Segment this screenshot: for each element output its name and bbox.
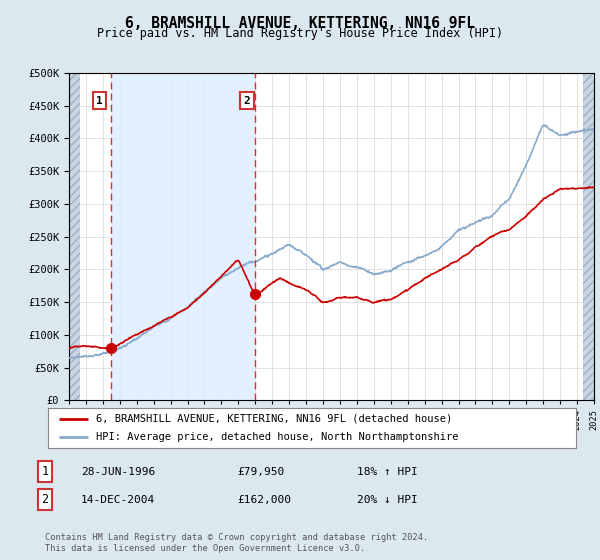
Text: 2: 2 [41,493,49,506]
Bar [583,73,600,400]
Text: 6, BRAMSHILL AVENUE, KETTERING, NN16 9FL (detached house): 6, BRAMSHILL AVENUE, KETTERING, NN16 9FL… [95,414,452,423]
Bar [112,73,255,400]
Text: 6, BRAMSHILL AVENUE, KETTERING, NN16 9FL: 6, BRAMSHILL AVENUE, KETTERING, NN16 9FL [125,16,475,31]
Text: 18% ↑ HPI: 18% ↑ HPI [357,466,418,477]
Text: 14-DEC-2004: 14-DEC-2004 [81,494,155,505]
Text: HPI: Average price, detached house, North Northamptonshire: HPI: Average price, detached house, Nort… [95,432,458,442]
Text: 1: 1 [96,96,103,106]
Text: 28-JUN-1996: 28-JUN-1996 [81,466,155,477]
Text: 1: 1 [41,465,49,478]
Bar [69,73,80,400]
Text: Contains HM Land Registry data © Crown copyright and database right 2024.
This d: Contains HM Land Registry data © Crown c… [45,533,428,553]
Text: Price paid vs. HM Land Registry's House Price Index (HPI): Price paid vs. HM Land Registry's House … [97,27,503,40]
Text: £162,000: £162,000 [237,494,291,505]
Text: 20% ↓ HPI: 20% ↓ HPI [357,494,418,505]
Text: 2: 2 [244,96,250,106]
Text: £79,950: £79,950 [237,466,284,477]
